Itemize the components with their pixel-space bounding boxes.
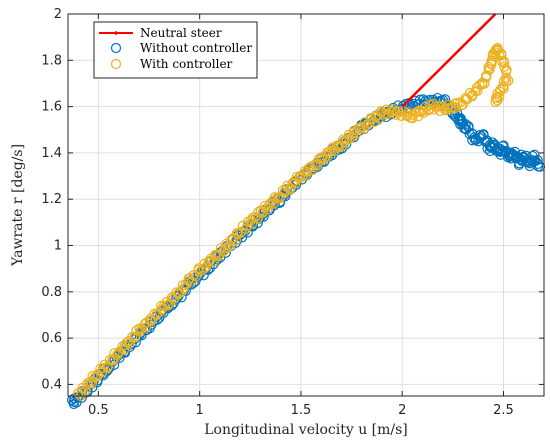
point-with-controller [491, 92, 502, 103]
point-with-controller [173, 289, 184, 300]
point-without-controller [529, 149, 540, 160]
y-tick-label: 2 [54, 7, 62, 22]
plot-frame [67, 13, 545, 397]
point-with-controller [351, 128, 362, 139]
x-tick-label: 1 [196, 403, 204, 418]
axis-ticks: 0.5 1 1.5 2 2.5 0.4 0.6 0.8 1 1.2 1.4 1.6 1.8 2 [41, 7, 544, 418]
point-with-controller [231, 227, 242, 239]
point-with-controller [341, 135, 352, 146]
point-with-controller [176, 286, 187, 297]
point-with-controller [230, 234, 242, 246]
x-tick-label: 2 [398, 403, 406, 418]
point-with-controller [490, 96, 501, 108]
point-with-controller [119, 344, 130, 355]
legend-marker-without-controller [110, 42, 122, 54]
point-with-controller [418, 107, 429, 118]
point-with-controller [124, 338, 135, 349]
point-without-controller [460, 118, 471, 130]
series-layer [66, 13, 546, 410]
x-tick-label: 0.5 [88, 403, 109, 418]
legend-marker-with-controller [110, 58, 122, 70]
point-with-controller [402, 110, 413, 122]
point-with-controller [338, 136, 350, 147]
point-with-controller [428, 98, 439, 110]
point-with-controller [490, 50, 501, 61]
legend: Neutral steer Without controller With co… [93, 21, 258, 79]
legend-dot-neutral-steer [114, 31, 118, 35]
x-tick-label: 2.5 [493, 403, 514, 418]
legend-label-neutral-steer: Neutral steer [140, 26, 222, 40]
series-line-neutral-steer [401, 13, 497, 108]
point-without-controller [498, 140, 509, 151]
point-with-controller [497, 81, 508, 92]
point-with-controller [134, 326, 146, 337]
legend-label-with-controller: With controller [140, 57, 233, 71]
point-with-controller [269, 192, 280, 203]
point-with-controller [225, 240, 236, 251]
y-tick-label: 1.6 [41, 100, 62, 115]
point-with-controller [214, 249, 225, 260]
legend-box [93, 21, 258, 79]
y-tick-label: 1 [54, 239, 62, 254]
y-tick-label: 1.4 [41, 146, 62, 161]
point-with-controller [304, 162, 315, 174]
point-with-controller [313, 153, 325, 165]
point-with-controller [92, 369, 103, 380]
point-with-controller [114, 346, 125, 357]
series-with-controller [73, 43, 514, 402]
point-without-controller [533, 158, 544, 169]
y-tick-label: 0.8 [41, 285, 62, 300]
point-with-controller [102, 361, 113, 372]
point-with-controller [464, 87, 476, 99]
point-with-controller [87, 371, 98, 382]
point-without-controller [418, 94, 429, 105]
point-with-controller [386, 106, 397, 117]
point-without-controller [397, 100, 409, 112]
point-without-controller [478, 129, 489, 140]
point-with-controller [312, 160, 323, 171]
legend-label-without-controller: Without controller [140, 41, 252, 55]
point-with-controller [262, 204, 273, 215]
point-with-controller [109, 348, 120, 359]
point-with-controller [250, 211, 261, 223]
point-with-controller [365, 114, 376, 125]
point-with-controller [242, 220, 253, 231]
point-with-controller [501, 64, 512, 75]
point-without-controller [509, 146, 521, 157]
point-without-controller [152, 314, 163, 325]
point-with-controller [472, 85, 483, 96]
y-tick-label: 1.8 [41, 53, 62, 68]
point-with-controller [204, 255, 215, 267]
point-with-controller [86, 378, 98, 389]
point-with-controller [279, 185, 291, 196]
y-tick-label: 1.2 [41, 192, 62, 207]
y-tick-label: 0.6 [41, 331, 62, 346]
y-axis-label: Yawrate r [deg/s] [10, 144, 26, 267]
point-without-controller [532, 154, 543, 166]
point-with-controller [108, 355, 119, 366]
point-with-controller [498, 76, 510, 87]
y-tick-label: 0.4 [41, 377, 62, 392]
point-without-controller [487, 137, 498, 148]
point-with-controller [499, 61, 510, 72]
x-axis-label: Longitudinal velocity u [m/s] [204, 422, 408, 438]
point-with-controller [498, 56, 509, 67]
point-with-controller [258, 206, 269, 217]
point-with-controller [253, 206, 264, 218]
x-tick-label: 1.5 [291, 403, 312, 418]
point-with-controller [225, 234, 237, 246]
